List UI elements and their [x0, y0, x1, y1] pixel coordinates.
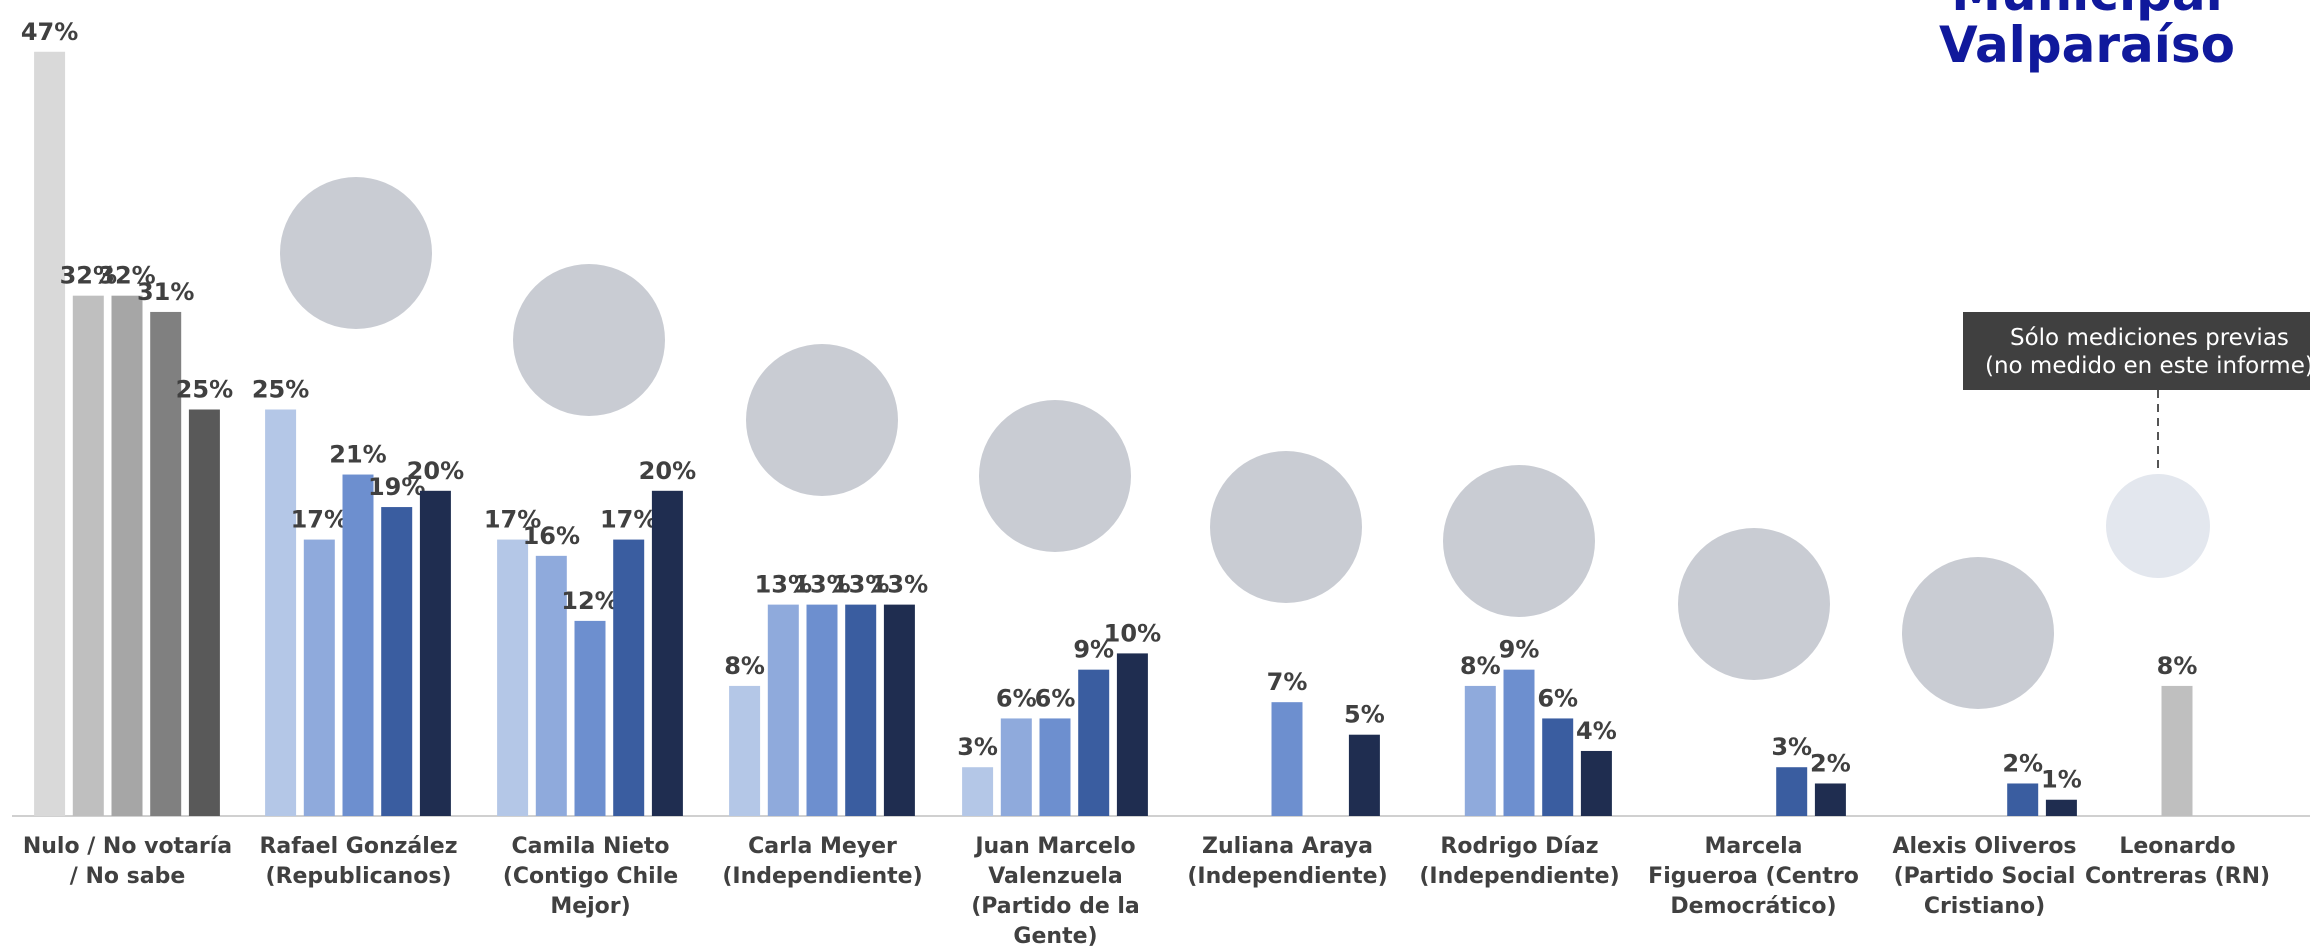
value-label: 8% — [2157, 652, 2198, 680]
x-tick-label: Carla Meyer (Independiente) — [715, 832, 930, 892]
x-tick-label: Marcela Figueroa (Centro Democrático) — [1646, 832, 1861, 922]
bar — [1001, 718, 1032, 816]
bar — [1465, 686, 1496, 816]
bar — [1776, 767, 1807, 816]
bar — [265, 410, 296, 817]
value-label: 20% — [407, 457, 464, 485]
value-label: 25% — [252, 376, 309, 404]
photo — [2106, 474, 2210, 578]
bar — [1117, 653, 1148, 816]
bar — [1581, 751, 1612, 816]
photo — [1210, 451, 1362, 603]
bar — [2162, 686, 2193, 816]
bar — [768, 605, 799, 816]
annotation: Sólo mediciones previas — [2010, 325, 2289, 351]
value-label: 17% — [600, 506, 657, 534]
value-label: 2% — [2002, 749, 2043, 777]
value-label: 20% — [639, 457, 696, 485]
x-tick-label: Rafael González (Republicanos) — [251, 832, 466, 892]
x-tick-label: Nulo / No votaría / No sabe — [20, 832, 235, 892]
bar — [2046, 800, 2077, 816]
x-tick-label: Alexis Oliveros (Partido Social Cristian… — [1877, 832, 2092, 922]
photo — [1443, 465, 1595, 617]
bar — [34, 52, 65, 816]
value-label: 12% — [561, 587, 618, 615]
value-label: 5% — [1344, 701, 1385, 729]
value-label: 10% — [1104, 619, 1161, 647]
bar — [304, 540, 335, 816]
bar — [1078, 670, 1109, 816]
annotation: (no medido en este informe) — [1985, 353, 2310, 379]
x-tick-label: Leonardo Contreras (RN) — [2070, 832, 2285, 892]
photo — [1902, 557, 2054, 709]
bar — [2007, 783, 2038, 816]
value-label: 3% — [957, 733, 998, 761]
bar — [73, 296, 104, 816]
value-label: 25% — [176, 376, 233, 404]
chart: Sólo mediciones previas (no medido en es… — [0, 0, 2310, 949]
value-label: 9% — [1499, 636, 1540, 664]
photo — [280, 177, 432, 329]
value-label: 47% — [21, 18, 78, 46]
bar — [189, 410, 220, 817]
bar — [884, 605, 915, 816]
bar — [1349, 735, 1380, 816]
value-label: 3% — [1771, 733, 1812, 761]
value-label: 8% — [1460, 652, 1501, 680]
value-label: 1% — [2041, 766, 2082, 794]
bar — [845, 605, 876, 816]
photos — [280, 177, 2210, 709]
bar — [1040, 718, 1071, 816]
value-label: 21% — [329, 441, 386, 469]
bar — [343, 475, 374, 816]
value-label: 6% — [1537, 684, 1578, 712]
photo — [513, 264, 665, 416]
x-tick-label: Zuliana Araya (Independiente) — [1180, 832, 1395, 892]
bar — [497, 540, 528, 816]
bar — [420, 491, 451, 816]
value-label: 6% — [996, 684, 1037, 712]
bar — [652, 491, 683, 816]
plot: Sólo mediciones previas (no medido en es… — [0, 0, 2310, 949]
value-label: 4% — [1576, 717, 1617, 745]
value-label: 17% — [291, 506, 348, 534]
photo — [746, 344, 898, 496]
value-label: 7% — [1267, 668, 1308, 696]
value-label: 6% — [1035, 684, 1076, 712]
value-label: 16% — [523, 522, 580, 550]
bar — [381, 507, 412, 816]
bar — [962, 767, 993, 816]
bar — [112, 296, 143, 816]
bar — [1815, 783, 1846, 816]
x-tick-label: Rodrigo Díaz (Independiente) — [1412, 832, 1627, 892]
bar — [729, 686, 760, 816]
x-tick-label: Camila Nieto (Contigo Chile Mejor) — [483, 832, 698, 922]
title: Valparaíso — [1939, 16, 2235, 74]
bar — [613, 540, 644, 816]
bar — [807, 605, 838, 816]
x-tick-label: Juan Marcelo Valenzuela (Partido de la G… — [948, 832, 1163, 949]
photo — [979, 400, 1131, 552]
bar — [1272, 702, 1303, 816]
value-label: 13% — [871, 571, 928, 599]
photo — [1678, 528, 1830, 680]
bar — [575, 621, 606, 816]
bar — [1542, 718, 1573, 816]
value-label: 2% — [1810, 749, 1851, 777]
bar — [1504, 670, 1535, 816]
value-label: 8% — [724, 652, 765, 680]
value-label: 31% — [137, 278, 194, 306]
